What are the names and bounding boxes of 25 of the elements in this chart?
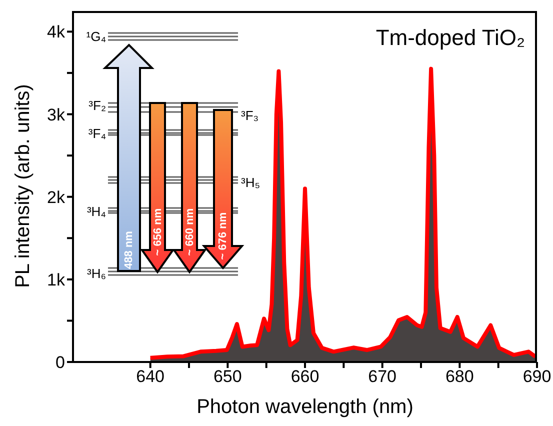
x-tick-label: 680 (445, 367, 474, 386)
x-tick-label: 650 (213, 367, 242, 386)
annotation: ~ 656 nm (152, 208, 164, 256)
text: Tm-doped TiO₂ (376, 25, 525, 51)
y-tick-label: 4k (47, 22, 66, 42)
y-tick-label: 2k (47, 188, 66, 207)
annotation: 488 nm (123, 230, 135, 269)
annotation: ³H₄ (86, 204, 106, 219)
y-tick-label: 1k (47, 270, 66, 290)
annotation: ¹G₄ (86, 29, 106, 44)
x-axis-title: Photon wavelength (nm) (196, 395, 414, 420)
y-tick-label: 3k (47, 105, 66, 124)
y-axis-title: PL intensity (arb. units) (11, 83, 35, 290)
annotation: ³H₆ (87, 266, 106, 281)
annotation: ~ 660 nm (184, 208, 196, 256)
x-tick-label: 670 (368, 367, 397, 386)
annotation: ³F₂ (88, 98, 106, 113)
x-tick-label: 690 (522, 367, 552, 386)
annotation: ³H₅ (241, 175, 260, 190)
annotation: ~ 676 nm (217, 212, 229, 260)
annotation: ³F₄ (88, 126, 106, 141)
annotation: ³F₃ (241, 108, 259, 123)
x-tick-label: 640 (136, 367, 165, 386)
y-tick-label: 0 (56, 353, 65, 372)
x-tick-label: 660 (290, 367, 320, 386)
